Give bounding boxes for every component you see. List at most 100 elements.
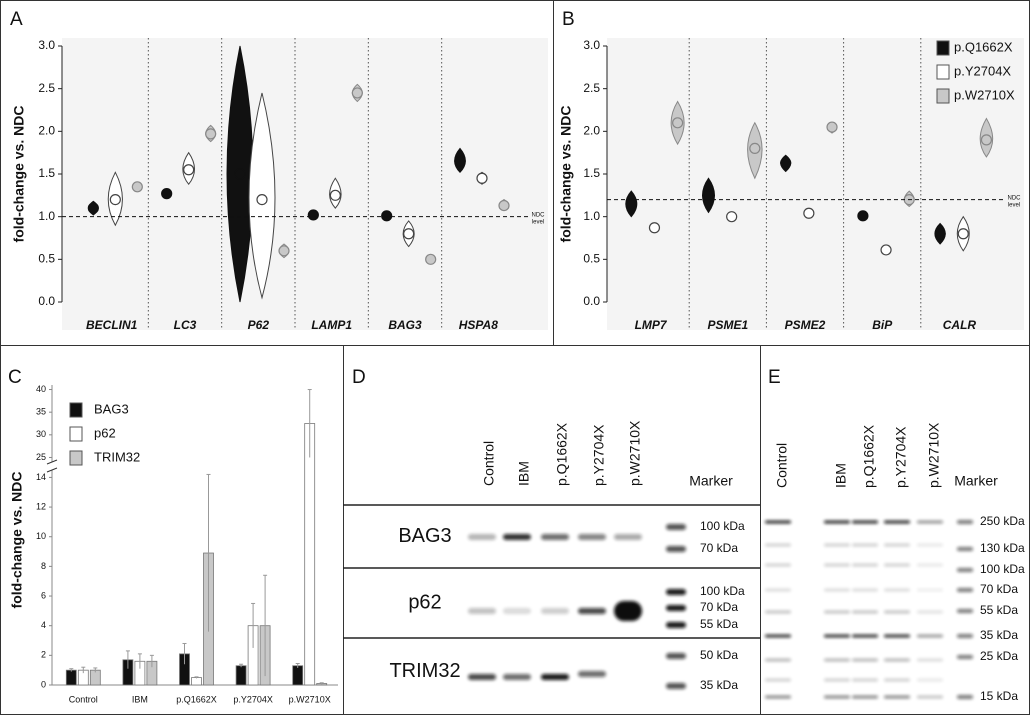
y-tick-label: 1.0: [583, 209, 600, 223]
blot-band: [614, 601, 642, 621]
size-label: 100 kDa: [700, 519, 745, 533]
x-tick-label: LAMP1: [311, 318, 352, 332]
blot-band: [917, 679, 943, 682]
y-tick-label: 2.5: [583, 81, 600, 95]
blot-band: [503, 534, 531, 540]
lane-label: p.Q1662X: [554, 422, 570, 486]
legend-label: p.W2710X: [954, 87, 1015, 102]
y-tick-label: 8: [41, 561, 46, 571]
median-point: [958, 229, 968, 239]
y-tick-label: 0.0: [38, 294, 55, 308]
size-label: 15 kDa: [980, 689, 1018, 703]
blot-band: [503, 608, 531, 614]
median-point: [858, 211, 868, 221]
median-point: [404, 229, 414, 239]
y-axis-label: fold-change vs. NDC: [11, 106, 27, 243]
legend-label: p62: [94, 425, 116, 440]
blot-band: [765, 564, 791, 567]
blot-band: [578, 608, 606, 614]
size-label: 70 kDa: [700, 600, 738, 614]
lane-label: IBM: [833, 463, 849, 488]
blot-band: [468, 534, 496, 540]
median-point: [727, 212, 737, 222]
lane-label: IBM: [516, 461, 532, 486]
blot-band: [666, 622, 686, 628]
y-tick-label: 2: [41, 650, 46, 660]
median-point: [881, 245, 891, 255]
blot-band: [852, 544, 878, 547]
y-axis-label: fold-change vs. NDC: [9, 472, 25, 609]
size-label: 35 kDa: [700, 678, 738, 692]
marker-label: Marker: [689, 473, 733, 489]
legend-label: p.Q1662X: [954, 39, 1013, 54]
size-label: 70 kDa: [980, 582, 1018, 596]
legend-label: p.Y2704X: [954, 63, 1011, 78]
y-tick-label: 40: [36, 384, 46, 394]
reference-label-line: level: [1008, 202, 1020, 208]
x-tick-label: LMP7: [635, 318, 668, 332]
blot-band: [541, 608, 569, 614]
x-tick-label: LC3: [174, 318, 197, 332]
blot-band: [957, 655, 973, 659]
median-point: [827, 122, 837, 132]
blot-band: [884, 544, 910, 547]
blot-band: [824, 679, 850, 682]
row-label: p62: [408, 591, 441, 613]
size-label: 130 kDa: [980, 541, 1025, 555]
blot-band: [614, 534, 642, 540]
blot-band: [884, 611, 910, 614]
blot-band: [917, 659, 943, 662]
median-point: [184, 165, 194, 175]
blot-band: [917, 696, 943, 699]
blot-band: [917, 611, 943, 614]
panel-label: C: [8, 367, 22, 388]
legend-label: BAG3: [94, 401, 129, 416]
bar: [66, 670, 76, 685]
blot-band: [884, 696, 910, 699]
blot-band: [957, 547, 973, 551]
plot-background: [607, 38, 1024, 330]
blot-band: [578, 671, 606, 677]
median-point: [132, 182, 142, 192]
legend-swatch: [70, 427, 82, 441]
blot-band: [852, 521, 878, 524]
blot-band: [468, 608, 496, 614]
blot-band: [666, 605, 686, 611]
blot-band: [884, 635, 910, 638]
lane-label: p.W2710X: [926, 422, 942, 488]
lane-label: p.Q1662X: [861, 424, 877, 488]
median-point: [781, 158, 791, 168]
blot-band: [957, 588, 973, 592]
blot-band: [957, 609, 973, 613]
lane-label: Control: [481, 441, 497, 486]
blot-band: [765, 659, 791, 662]
figure: A0.00.51.01.52.02.53.0fold-change vs. ND…: [0, 0, 1030, 715]
blot-band: [917, 635, 943, 638]
size-label: 250 kDa: [980, 514, 1025, 528]
reference-label-line: NDC: [532, 212, 546, 218]
blot-band: [884, 589, 910, 592]
blot-band: [765, 611, 791, 614]
blot-band: [852, 696, 878, 699]
size-label: 70 kDa: [700, 541, 738, 555]
median-point: [352, 88, 362, 98]
blot-band: [852, 564, 878, 567]
bar: [236, 666, 246, 685]
y-tick-label: 6: [41, 590, 46, 600]
median-point: [673, 118, 683, 128]
row-label: TRIM32: [389, 660, 460, 682]
blot-band: [666, 524, 686, 530]
blot-band: [541, 674, 569, 680]
y-tick-label: 25: [36, 452, 46, 462]
size-label: 25 kDa: [980, 649, 1018, 663]
blot-band: [765, 544, 791, 547]
blot-band: [578, 534, 606, 540]
x-tick-label: p.W2710X: [289, 694, 331, 704]
reference-label: NDClevel: [1008, 195, 1022, 208]
y-axis-label: fold-change vs. NDC: [558, 106, 574, 243]
panel-label: E: [768, 367, 781, 388]
blot-band: [852, 611, 878, 614]
median-point: [426, 254, 436, 264]
blot-band: [468, 674, 496, 680]
size-label: 55 kDa: [980, 603, 1018, 617]
